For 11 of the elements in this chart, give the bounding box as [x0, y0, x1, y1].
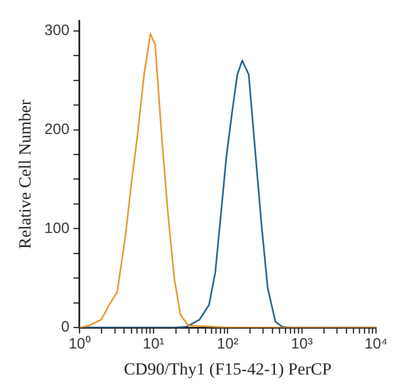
y-tick-label: 0: [61, 318, 70, 336]
x-axis-title: CD90/Thy1 (F15-42-1) PerCP: [124, 359, 332, 378]
y-tick-label: 200: [44, 120, 70, 138]
y-axis-title: Relative Cell Number: [16, 99, 35, 249]
y-tick-label: 300: [44, 22, 70, 40]
x-tick-label: 10¹: [142, 336, 164, 353]
x-tick-label: 10²: [216, 336, 239, 353]
x-tick-label: 10³: [291, 336, 313, 353]
y-tick-label: 100: [44, 220, 70, 237]
x-tick-label: 10⁰: [68, 336, 90, 353]
x-tick-label: 10⁴: [364, 336, 388, 353]
